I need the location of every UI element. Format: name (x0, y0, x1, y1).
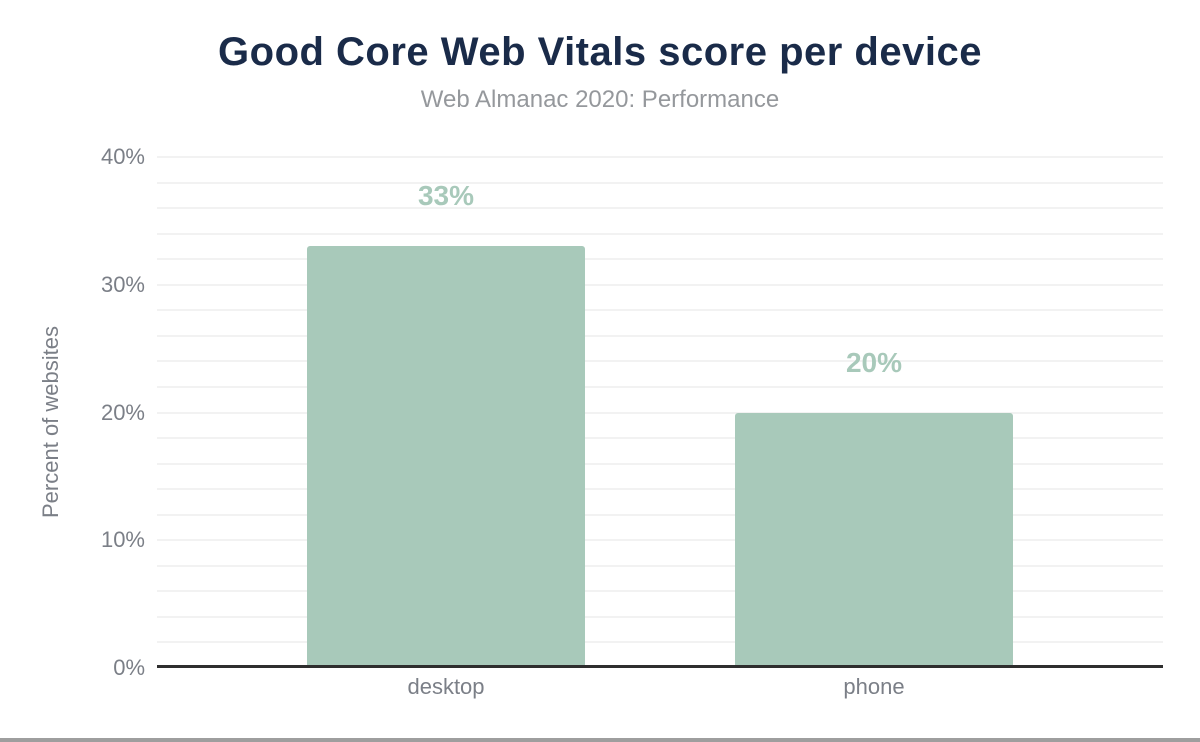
minor-gridline (157, 309, 1163, 312)
bar-desktop (307, 246, 585, 668)
minor-gridline (157, 232, 1163, 235)
minor-gridline (157, 437, 1163, 440)
x-category-label-desktop: desktop (407, 674, 485, 699)
minor-gridline (157, 564, 1163, 567)
major-gridline (157, 539, 1163, 542)
x-axis-line (157, 665, 1163, 668)
minor-gridline (157, 207, 1163, 210)
minor-gridline (157, 641, 1163, 644)
bar-value-label-phone: 20% (845, 346, 903, 378)
minor-gridline (157, 334, 1163, 337)
minor-gridline (157, 462, 1163, 465)
major-gridline (157, 156, 1163, 158)
minor-gridline (157, 615, 1163, 618)
bar-phone (735, 412, 1013, 668)
y-axis-title: Percent of websites (38, 326, 63, 518)
minor-gridline (157, 513, 1163, 516)
y-tick-label: 40% (100, 144, 145, 169)
footer-rule (0, 738, 1200, 742)
y-tick-label: 30% (100, 271, 145, 297)
y-tick-label: 10% (100, 527, 145, 553)
minor-gridline (157, 181, 1163, 184)
chart-title: Good Core Web Vitals score per device (218, 30, 982, 74)
major-gridline (157, 411, 1163, 414)
major-gridline (157, 283, 1163, 286)
x-category-label-phone: phone (843, 674, 905, 699)
minor-gridline (157, 385, 1163, 388)
minor-gridline (157, 590, 1163, 593)
minor-gridline (157, 258, 1163, 261)
bar-value-label-desktop: 33% (417, 180, 475, 212)
y-tick-label: 0% (113, 655, 145, 680)
minor-gridline (157, 488, 1163, 491)
y-tick-label: 20% (100, 399, 145, 425)
minor-gridline (157, 360, 1163, 363)
chart-subtitle: Web Almanac 2020: Performance (420, 86, 780, 113)
